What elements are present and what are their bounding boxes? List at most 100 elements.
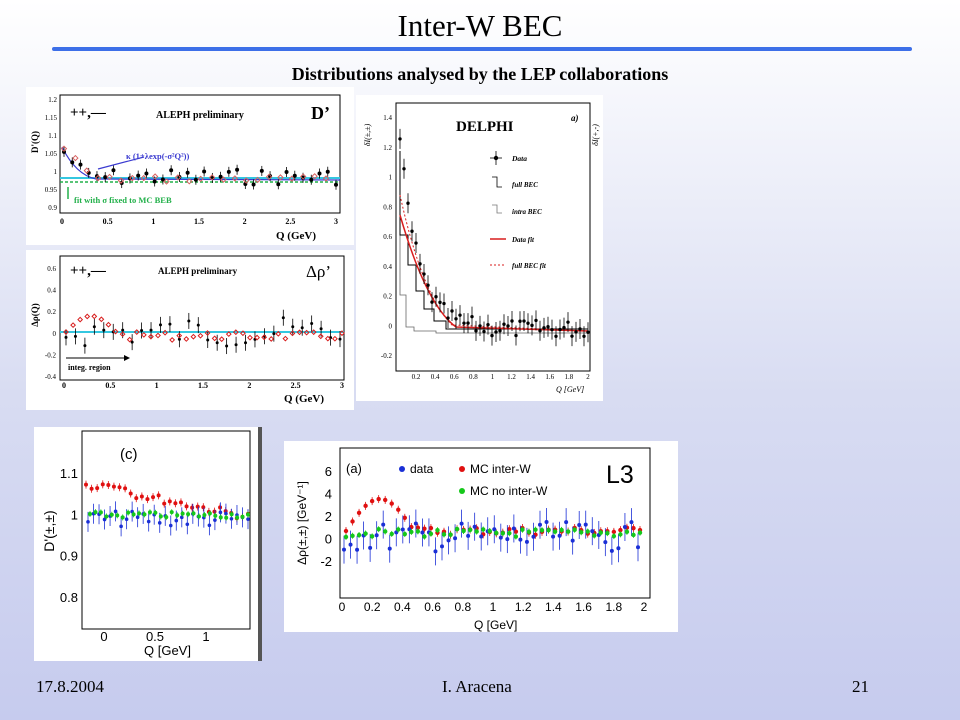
x-tick-label: 0.5	[105, 381, 115, 390]
inter-w-point	[507, 527, 512, 532]
no-inter-w-point	[246, 512, 250, 517]
data-point	[319, 327, 323, 331]
no-inter-w-point	[142, 512, 147, 517]
inter-w-point	[178, 500, 183, 505]
data-point	[413, 521, 418, 526]
no-inter-w-point	[120, 515, 125, 520]
legend-data-dot	[493, 155, 499, 161]
data-point	[368, 545, 373, 550]
data-point	[136, 173, 141, 178]
data-point	[574, 330, 578, 334]
mc-point	[220, 176, 227, 183]
data-point	[502, 322, 506, 326]
data-point	[202, 169, 207, 174]
y-tick-label: 0.2	[383, 293, 392, 301]
experiment-label: ALEPH preliminary	[158, 266, 238, 276]
data-point	[524, 539, 529, 544]
legend-inter-w-dot	[459, 466, 465, 472]
data-point	[102, 517, 107, 522]
data-point	[387, 546, 392, 551]
y-tick-label: 1	[54, 168, 58, 176]
mc-point	[105, 321, 112, 328]
x-tick-label: 3	[340, 381, 344, 390]
x-tick-label: 1.4	[526, 373, 535, 381]
data-point	[430, 300, 434, 304]
x-axis-label: Q (GeV)	[284, 393, 324, 405]
data-point	[168, 523, 173, 528]
data-point	[78, 162, 83, 167]
y-tick-label: 0	[389, 322, 393, 330]
mc-point	[84, 313, 91, 320]
mc-point	[261, 334, 268, 341]
y-tick-label: 0.9	[60, 549, 78, 564]
inter-w-point	[84, 482, 88, 487]
data-point	[466, 321, 470, 325]
y-tick-label: 0.4	[383, 263, 392, 271]
y-tick-label: 1.2	[48, 96, 57, 104]
data-point	[185, 522, 190, 527]
legend-full-bec-fit: full BEC fit	[512, 262, 547, 270]
data-point	[458, 313, 462, 317]
data-point	[486, 322, 490, 327]
data-point	[616, 546, 621, 551]
data-point	[113, 509, 118, 514]
mc-point	[83, 167, 90, 174]
x-tick-label: 0.4	[431, 373, 440, 381]
data-point	[418, 262, 422, 266]
experiment-label: DELPHI	[456, 119, 514, 135]
data-point	[636, 545, 640, 550]
data-point	[92, 325, 96, 329]
no-inter-w-point	[585, 529, 590, 534]
delphi-plot: 1.4 1.2 1 0.8 0.6 0.4 0.2 0 -0.2 0.2 0.4 0.6 0.8 1 1.…	[363, 102, 600, 394]
x-tick-label: 1	[491, 373, 495, 381]
inter-w-point	[513, 529, 519, 534]
x-tick-label: 0	[60, 217, 64, 226]
mc-point	[275, 330, 282, 337]
no-inter-w-point	[229, 512, 234, 517]
mc-point	[332, 335, 338, 342]
data-point	[482, 329, 486, 334]
panel-tag: (c)	[120, 446, 138, 463]
data-point	[472, 524, 477, 529]
plot-frame	[59, 255, 345, 381]
data-point	[102, 328, 106, 332]
no-inter-w-point	[343, 534, 349, 540]
data-point	[157, 521, 162, 525]
y-tick-label: 4	[325, 487, 332, 502]
mc-point	[119, 331, 126, 338]
data-point	[450, 309, 454, 313]
y-tick-label: 1.15	[45, 114, 58, 122]
y-axis-label-right: δI(+,-)	[591, 124, 600, 146]
intra-bec-hist	[399, 155, 588, 334]
legend-full-bec-marker	[492, 176, 502, 188]
data-point	[454, 317, 458, 321]
inter-w-point	[167, 499, 172, 504]
mc-point	[91, 313, 98, 320]
data-point	[570, 538, 575, 543]
data-point	[251, 182, 256, 187]
data-point	[570, 334, 574, 338]
data-point	[438, 300, 442, 305]
data-point	[272, 332, 276, 336]
data-point	[498, 535, 503, 540]
no-inter-w-point	[137, 511, 142, 516]
y-tick-label: 0.8	[60, 590, 78, 605]
inter-w-point	[422, 526, 427, 531]
l3-panel: 6 4 2 0 -2 0 0.2 0.4 0.6 0.8 1 1.2 1.4 1.6 1.8 2 (a) d…	[284, 441, 678, 632]
x-tick-label: 2.5	[285, 217, 295, 226]
inter-w-point	[428, 525, 434, 531]
data-point	[582, 334, 586, 339]
no-inter-w-point	[454, 526, 460, 532]
mc-point	[112, 328, 119, 335]
mc-point	[265, 173, 273, 181]
y-tick-label: 0.9	[48, 204, 57, 212]
mc-point	[106, 173, 113, 181]
region-arrowhead	[124, 355, 130, 361]
data-point	[510, 319, 514, 323]
plot-frame	[81, 430, 251, 630]
data-point	[422, 272, 426, 276]
y-tick-label: 0.6	[47, 265, 56, 273]
no-inter-w-point	[409, 529, 414, 535]
x-tick-label: 0	[339, 600, 346, 614]
data-point	[146, 519, 151, 524]
